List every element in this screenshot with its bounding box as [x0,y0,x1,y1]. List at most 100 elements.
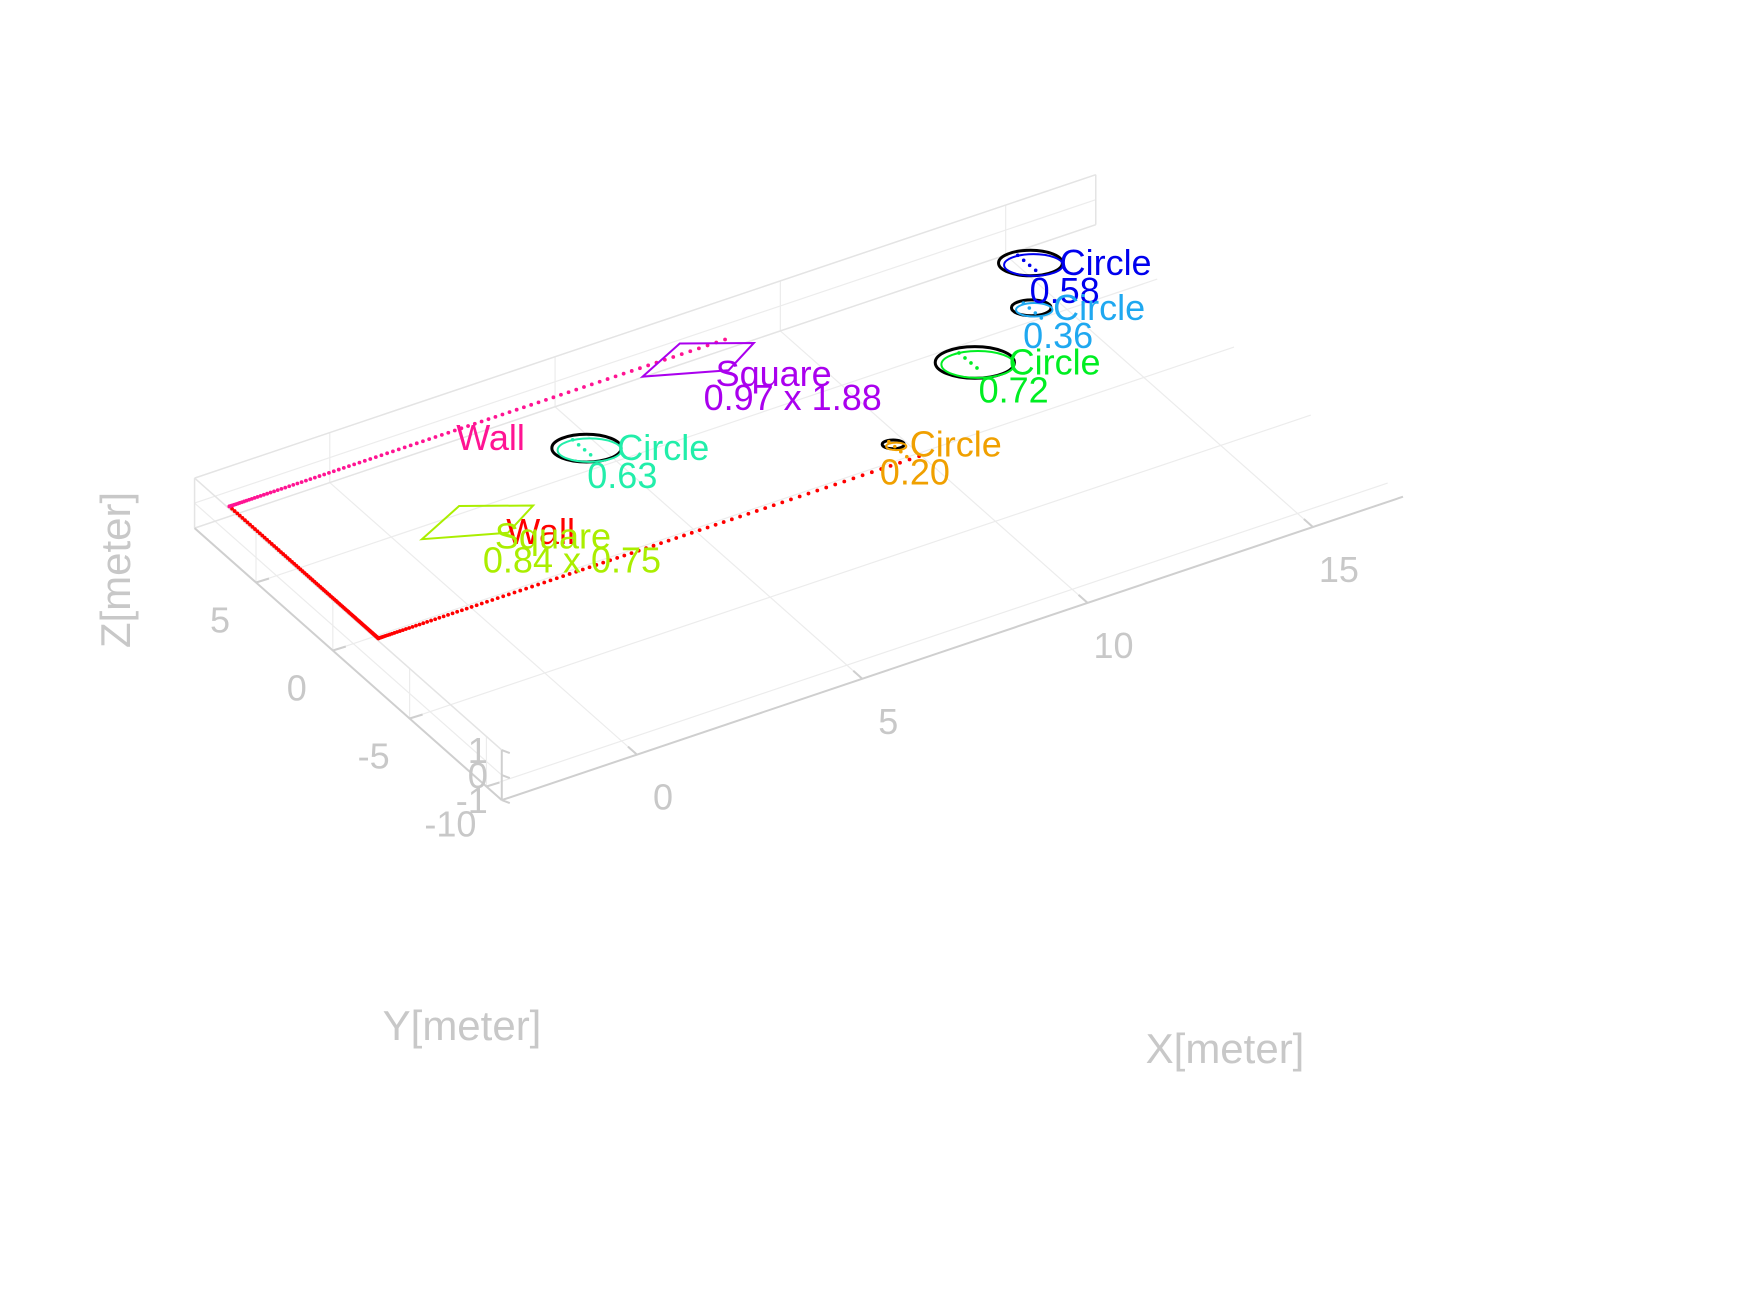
floor-gridline-y [409,414,1312,720]
wall-point [771,503,776,508]
x-tick-mark [627,745,638,756]
wall-point [651,543,656,548]
floor-gridline-y [332,346,1235,652]
wall-point [500,412,505,417]
plot-data [227,248,1064,641]
wall-point [450,611,455,616]
object-shape-label: Circle [1060,242,1152,283]
wall-point [232,509,237,513]
wall-point [688,349,693,354]
wall-point [763,506,768,510]
wall-point [258,493,263,498]
wall-point [327,470,331,475]
x-tick-label: 0 [653,777,673,818]
wall-point [331,469,336,474]
x-axis-line [501,495,1404,802]
wall-point [567,572,572,576]
wall-point [404,627,408,631]
object-shape-label: Circle [910,423,1002,464]
wall-point [414,441,419,446]
wall-point [638,366,642,371]
wall-point [421,439,425,444]
wall-point [368,457,373,461]
wall-point [466,424,470,428]
wall-point [396,447,401,452]
circle-point [1021,301,1026,305]
wall-point [253,527,257,531]
wall-point [574,569,579,574]
y-tick-label: 5 [210,600,230,641]
wall-point [385,451,390,456]
circle-point [975,366,979,370]
circle-point [1027,263,1032,268]
wall-point [621,371,626,376]
circle-point [582,448,587,452]
wall-point [257,531,262,536]
wall-point [485,599,489,604]
y-tick-mark [255,577,270,584]
x-tick-label: 10 [1094,625,1134,666]
x-tick-label: 5 [878,701,898,742]
wall-point [250,524,255,529]
wall-point [529,402,534,407]
wall-point [425,620,430,624]
wall-point [341,465,346,470]
wall-point [636,548,641,553]
wall-point [580,567,585,572]
floor-gridline-x [329,482,638,756]
wall-point [666,538,671,543]
wall-point [237,513,242,518]
circle-point [1027,306,1032,310]
wall-point [437,615,442,620]
floor-gridline-y [486,482,1388,788]
left-gridline-z [194,502,503,776]
y-tick-label: -10 [424,804,476,845]
wall-point [243,518,247,523]
object-size-label: 0.84 x 0.75 [483,539,661,580]
circle-point [1021,258,1026,263]
wall-point [272,489,276,494]
wall-point [255,495,260,499]
wall-point [601,560,606,565]
y-tick-mark [332,645,347,652]
wall-point [235,511,240,516]
z-tick-label: 1 [468,730,488,771]
x-tick-label: 15 [1319,549,1359,590]
object-size-label: 0.72 [979,369,1049,410]
wall-point [459,608,464,613]
circle-point [905,454,909,459]
wall-point [789,497,793,502]
wall-point [486,417,491,422]
box-edge [194,173,1097,479]
wall-point [512,590,517,595]
wall-point [671,355,676,359]
circle-point [1033,311,1038,315]
wall-point [833,482,838,487]
wall-point [362,458,367,463]
wall-point [797,494,802,499]
wall-point [705,525,710,530]
wall-point [421,621,426,626]
wall-point [347,464,351,469]
wall-point [705,343,710,348]
circle-point [1015,253,1020,258]
wall-point [629,551,634,556]
wall-label: Wall [506,511,575,552]
wall-point [644,546,649,551]
wall-point [429,618,433,623]
wall-point [255,529,260,534]
wall-point [459,426,464,431]
back-gridline-z [194,199,1096,504]
z-axis-label: Z[meter] [92,492,139,648]
wall-point [479,419,484,424]
x-tick-mark [852,670,863,680]
wall-point [851,476,856,481]
wall-point [391,449,395,454]
wall-point [879,467,884,471]
wall-point [566,390,571,395]
wall-point [561,574,566,579]
wall-point [605,377,610,381]
circle-point [899,449,903,454]
wall-point [629,369,634,373]
wall-point [268,490,273,495]
